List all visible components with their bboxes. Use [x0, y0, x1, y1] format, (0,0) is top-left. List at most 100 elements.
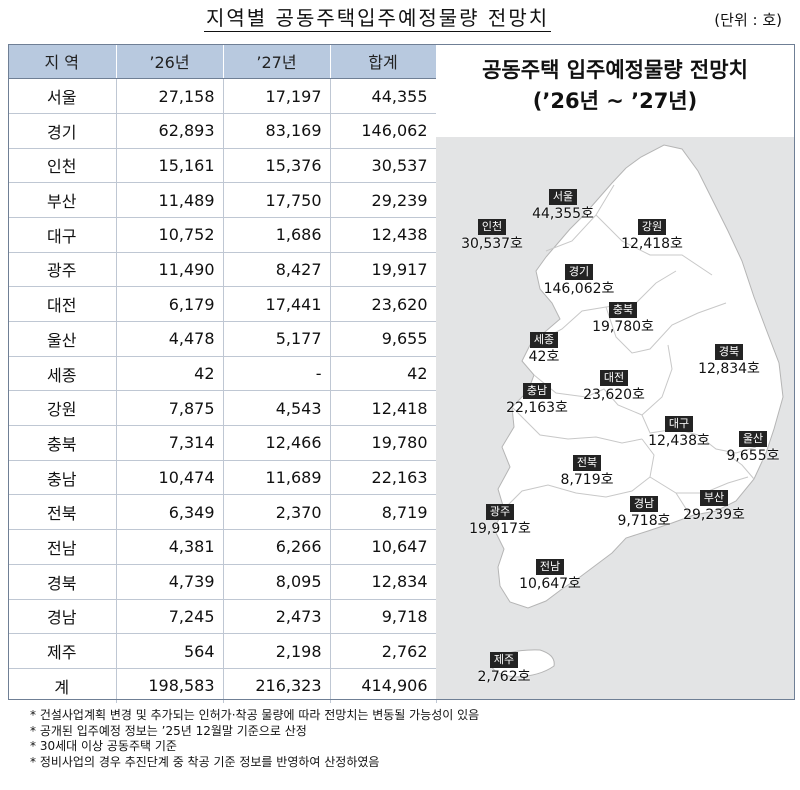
table-row: 울산 4,478 5,177 9,655: [8, 321, 437, 357]
value-cell: 42: [116, 356, 224, 392]
table-row: 서울 27,158 17,197 44,355: [8, 78, 437, 114]
region-cell: 충북: [8, 425, 117, 461]
table-row: 충남 10,474 11,689 22,163: [8, 460, 437, 496]
value-cell: 12,438: [330, 217, 437, 253]
value-cell: 198,583: [116, 668, 224, 704]
value-cell: 7,875: [116, 390, 224, 427]
map-label-gyeongbuk: 경북 12,834호: [684, 340, 774, 378]
table-row: 세종 42-42: [8, 356, 437, 392]
map-label-sejong: 세종 42호: [499, 328, 589, 366]
value-cell: 1,686: [223, 217, 331, 253]
map-label-jeonbuk: 전북 8,719호: [542, 451, 632, 489]
value-cell: 2,762: [330, 633, 437, 669]
map-region-value: 9,655호: [726, 448, 780, 464]
region-cell: 제주: [8, 633, 117, 669]
table-row: 제주 564 2,198 2,762: [8, 633, 437, 669]
footnote-3: * 30세대 이상 공동주택 기준: [30, 739, 177, 753]
value-cell: 9,655: [330, 321, 437, 357]
map-label-ulsan: 울산 9,655호: [708, 427, 798, 465]
value-cell: 4,381: [116, 529, 224, 565]
value-cell: 83,169: [223, 113, 331, 149]
map-region-value: 9,718호: [617, 513, 671, 529]
region-cell: 경북: [8, 564, 117, 600]
map-region-value: 42호: [528, 349, 560, 365]
table-row: 인천 15,161 15,376 30,537: [8, 148, 437, 184]
map-region-tag: 충북: [608, 302, 638, 318]
map-region-tag: 경기: [564, 264, 594, 280]
table-row: 경북 4,739 8,095 12,834: [8, 564, 437, 600]
map-region-tag: 경북: [714, 344, 744, 360]
footnote-1: * 건설사업계획 변경 및 추가되는 인허가·착공 물량에 따라 전망치는 변동…: [30, 708, 480, 722]
map-region-value: 23,620호: [583, 387, 645, 403]
content-frame: [8, 44, 795, 700]
value-cell: 30,537: [330, 148, 437, 184]
value-cell: 12,466: [223, 425, 331, 461]
region-cell: 대구: [8, 217, 117, 253]
map-label-seoul: 서울 44,355호: [518, 185, 608, 223]
value-cell: 4,739: [116, 564, 224, 600]
value-cell: 7,245: [116, 599, 224, 635]
header-2027: ’27년: [223, 44, 331, 80]
value-cell: 10,474: [116, 460, 224, 496]
value-cell: 8,095: [223, 564, 331, 600]
map-region-value: 29,239호: [683, 507, 745, 523]
region-cell: 경기: [8, 113, 117, 149]
map-region-tag: 충남: [522, 383, 552, 399]
value-cell: 6,266: [223, 529, 331, 565]
value-cell: 8,427: [223, 252, 331, 288]
map-label-jeonnam: 전남 10,647호: [505, 555, 595, 593]
value-cell: 11,689: [223, 460, 331, 496]
map-title: 공동주택 입주예정물량 전망치: [482, 58, 748, 82]
map-label-daejeon: 대전 23,620호: [569, 366, 659, 404]
map-region-value: 10,647호: [519, 576, 581, 592]
table-row: 대구 10,752 1,686 12,438: [8, 217, 437, 253]
value-cell: 29,239: [330, 182, 437, 218]
value-cell: 2,370: [223, 494, 331, 531]
table-row: 강원 7,875 4,543 12,418: [8, 390, 437, 427]
map-region-tag: 제주: [489, 652, 519, 668]
province-borders: [507, 184, 757, 516]
value-cell: 11,489: [116, 182, 224, 218]
region-cell: 울산: [8, 321, 117, 357]
value-cell: 11,490: [116, 252, 224, 288]
header-region: 지 역: [8, 44, 117, 80]
value-cell: 5,177: [223, 321, 331, 357]
map-region-value: 12,438호: [648, 433, 710, 449]
map-region-value: 19,917호: [469, 521, 531, 537]
region-cell: 경남: [8, 599, 117, 635]
value-cell: 23,620: [330, 286, 437, 322]
region-cell: 부산: [8, 182, 117, 218]
map-label-busan: 부산 29,239호: [669, 486, 759, 524]
region-cell: 계: [8, 668, 117, 704]
map-label-gyeonggi: 경기 146,062호: [534, 260, 624, 298]
region-cell: 인천: [8, 148, 117, 184]
page-title: 지역별 공동주택입주예정물량 전망치: [204, 6, 552, 32]
value-cell: 216,323: [223, 668, 331, 704]
map-label-incheon: 인천 30,537호: [447, 215, 537, 253]
value-cell: 17,750: [223, 182, 331, 218]
value-cell: -: [223, 356, 331, 392]
region-cell: 전남: [8, 529, 117, 565]
value-cell: 4,543: [223, 390, 331, 427]
value-cell: 7,314: [116, 425, 224, 461]
map-region-value: 12,834호: [698, 361, 760, 377]
map-region-value: 30,537호: [461, 236, 523, 252]
value-cell: 10,752: [116, 217, 224, 253]
value-cell: 27,158: [116, 78, 224, 114]
table-row: 부산 11,489 17,750 29,239: [8, 182, 437, 218]
map-region-tag: 울산: [738, 431, 768, 447]
map-region-value: 12,418호: [621, 236, 683, 252]
table-row: 전남 4,381 6,266 10,647: [8, 529, 437, 565]
value-cell: 10,647: [330, 529, 437, 565]
value-cell: 19,780: [330, 425, 437, 461]
value-cell: 15,161: [116, 148, 224, 184]
value-cell: 6,179: [116, 286, 224, 322]
footnotes: * 건설사업계획 변경 및 추가되는 인허가·착공 물량에 따라 전망치는 변동…: [30, 708, 479, 770]
value-cell: 4,478: [116, 321, 224, 357]
table-row: 경남 7,245 2,473 9,718: [8, 599, 437, 635]
table-row: 충북 7,314 12,466 19,780: [8, 425, 437, 461]
footnote-4: * 정비사업의 경우 추진단계 중 착공 기준 정보를 반영하여 산정하였음: [30, 754, 380, 769]
map-region-value: 44,355호: [532, 206, 594, 222]
table-row: 대전 6,179 17,441 23,620: [8, 286, 437, 322]
value-cell: 44,355: [330, 78, 437, 114]
